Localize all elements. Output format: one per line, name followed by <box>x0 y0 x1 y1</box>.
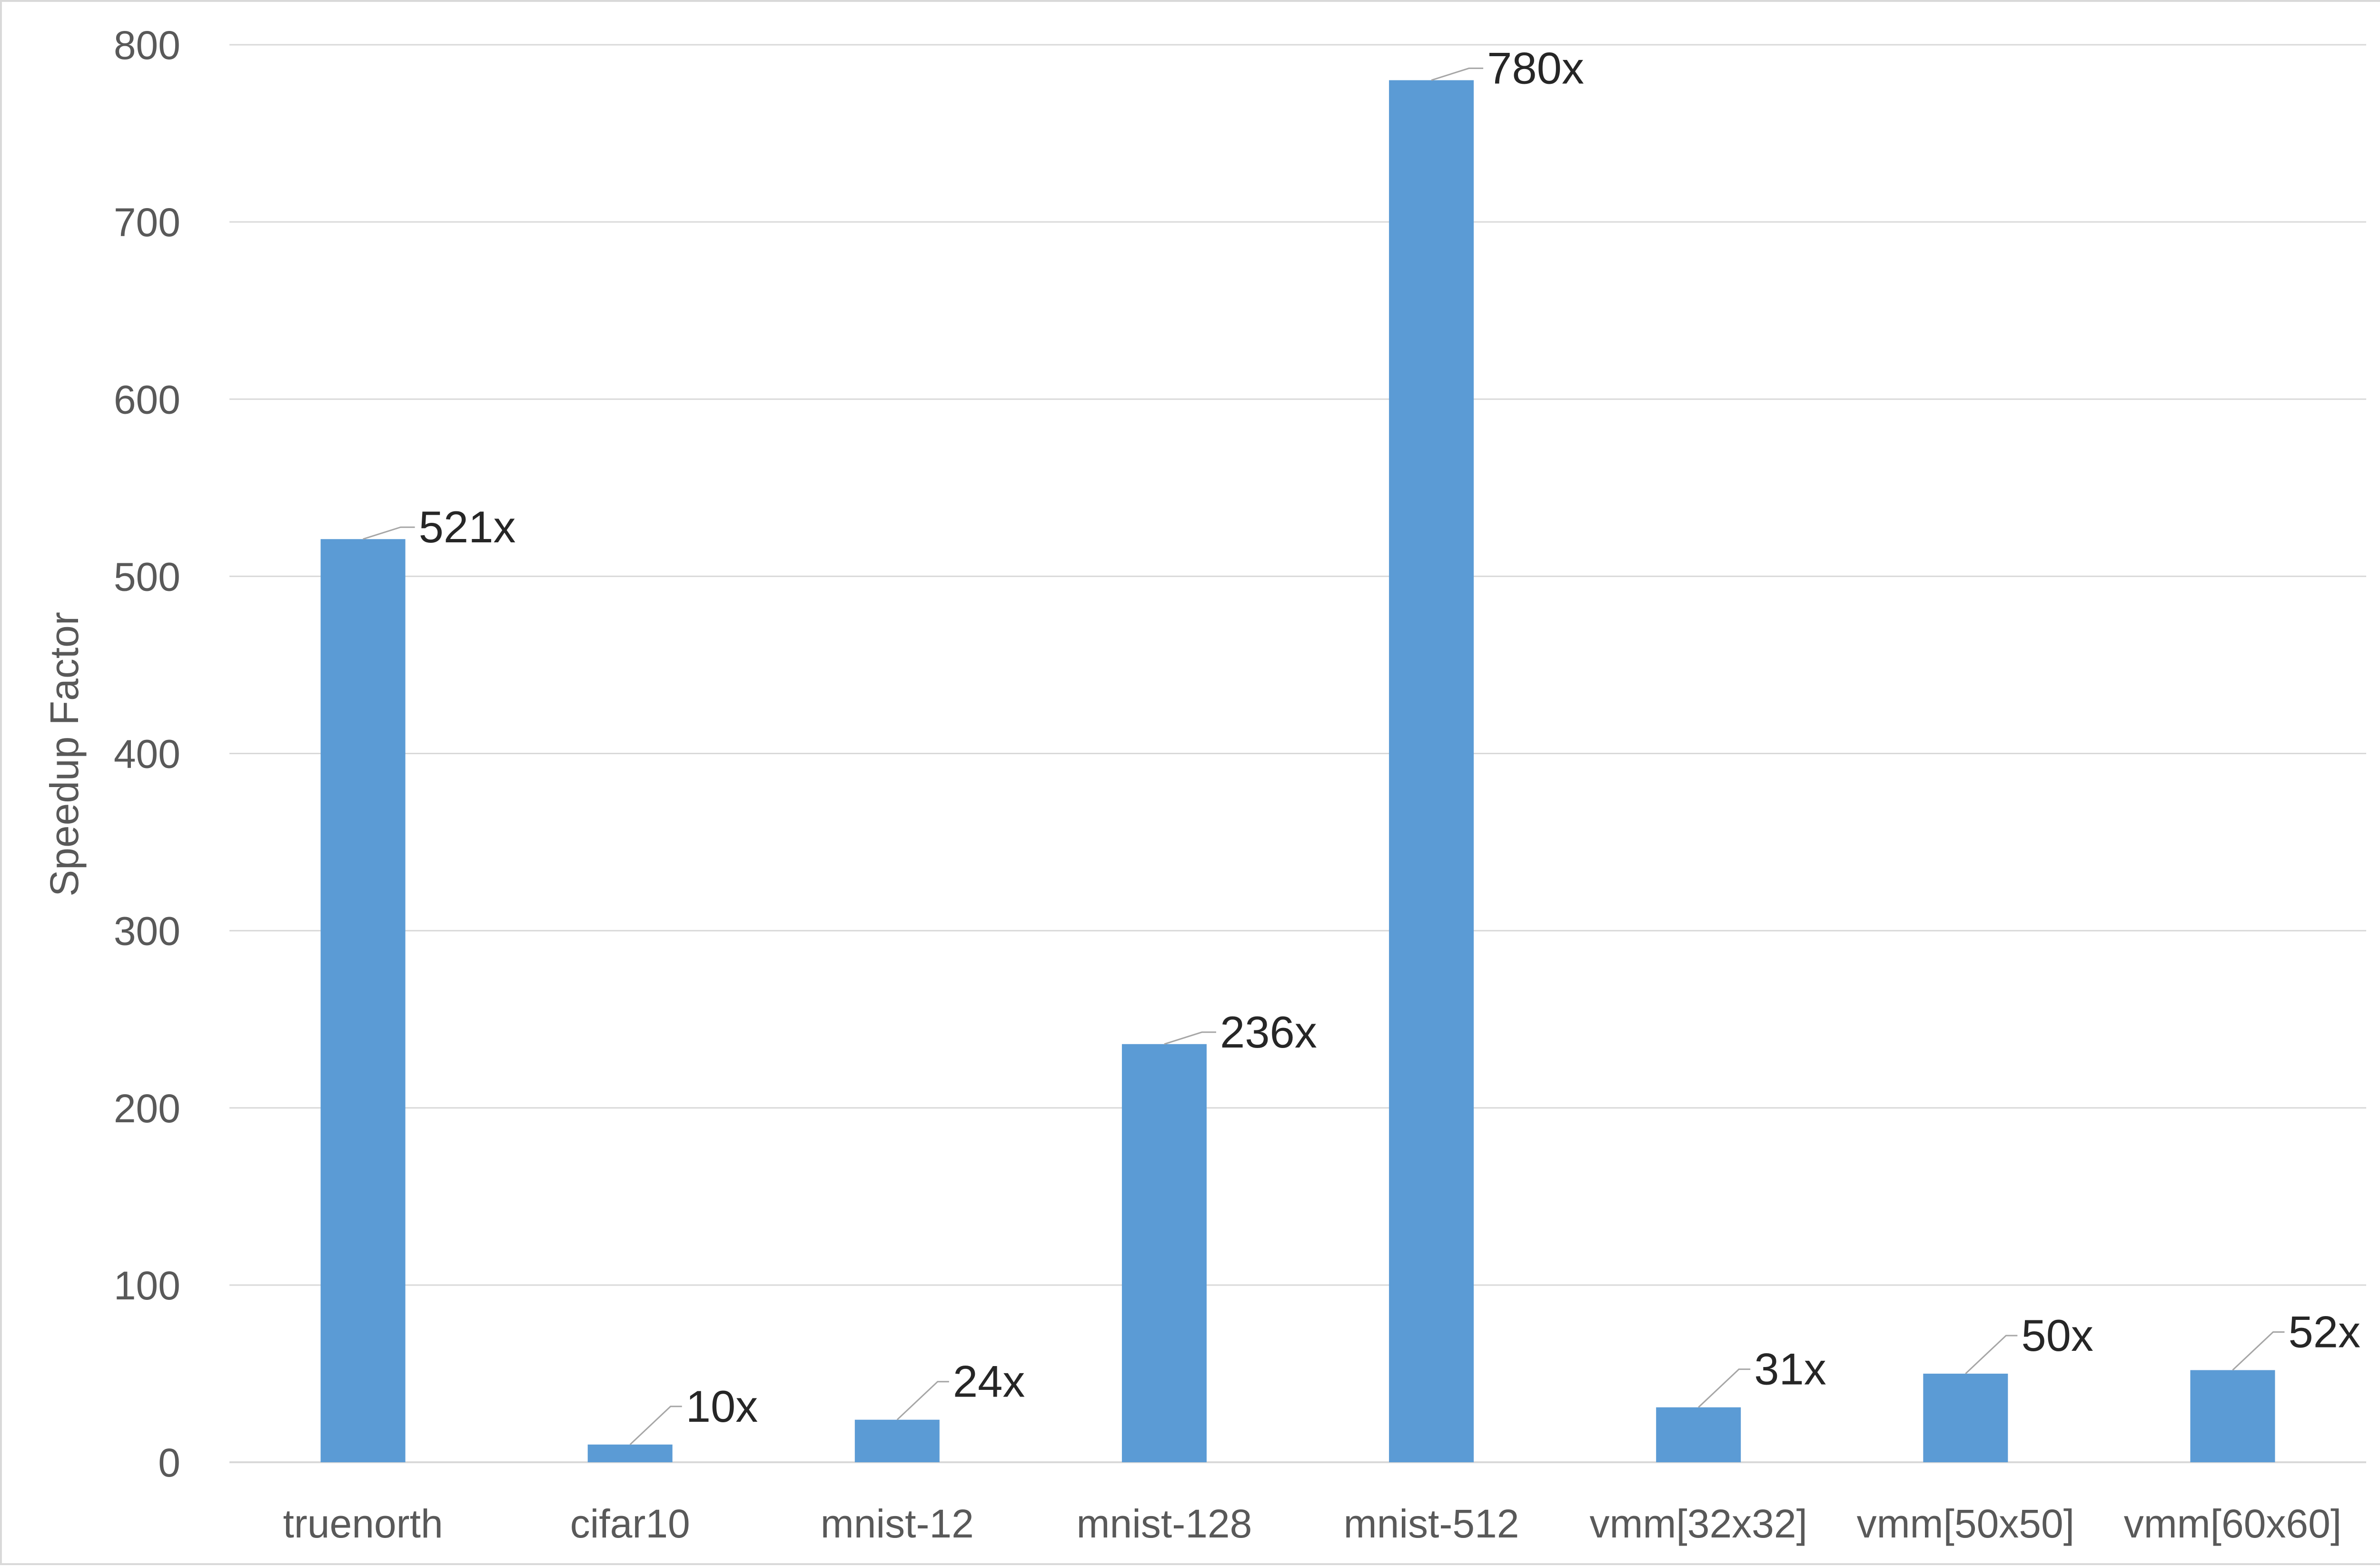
leader-line <box>1431 67 1484 81</box>
data-label-cifar10: 10x <box>686 1381 758 1431</box>
leader-line <box>2232 1331 2285 1371</box>
x-category-label: truenorth <box>283 1501 443 1546</box>
bar-mnist-512 <box>1389 80 1474 1462</box>
bar-vmm[32x32] <box>1656 1407 1741 1462</box>
bar-cifar10 <box>587 1444 673 1462</box>
data-label-vmm[50x50]: 50x <box>2021 1310 2093 1360</box>
leader-line <box>1965 1335 2018 1375</box>
data-label-truenorth: 521x <box>419 502 516 552</box>
bar-vmm[60x60] <box>2190 1370 2275 1462</box>
x-category-label: mnist-128 <box>1077 1501 1252 1546</box>
y-tick-label: 500 <box>114 554 180 599</box>
y-tick-labels: 0 100 200 300 400 500 600 700 800 <box>114 23 180 1485</box>
gridlines <box>229 44 2366 1463</box>
leader-line <box>363 526 415 540</box>
y-tick-label: 200 <box>114 1086 180 1131</box>
leader-line <box>1164 1031 1216 1045</box>
y-tick-label: 800 <box>114 23 180 68</box>
bar-truenorth <box>320 539 406 1462</box>
x-category-label: mnist-512 <box>1344 1501 1519 1546</box>
leader-line <box>629 1406 682 1445</box>
bar-vmm[50x50] <box>1923 1373 2008 1462</box>
leader-lines <box>363 67 2285 1445</box>
data-label-vmm[60x60]: 52x <box>2288 1307 2360 1357</box>
x-category-labels: truenorth cifar10 mnist-12 mnist-128 mnist-5… <box>283 1501 2341 1546</box>
bars <box>320 80 2275 1462</box>
leader-line <box>896 1381 949 1420</box>
data-label-vmm[32x32]: 31x <box>1754 1344 1826 1394</box>
bar-mnist-128 <box>1121 1044 1207 1462</box>
y-axis-title: Speedup Factor <box>42 612 87 897</box>
data-label-mnist-128: 236x <box>1220 1007 1317 1057</box>
y-tick-label: 600 <box>114 377 180 422</box>
y-tick-label: 100 <box>114 1263 180 1308</box>
x-category-label: vmm[60x60] <box>2124 1501 2342 1546</box>
x-category-label: vmm[50x50] <box>1857 1501 2075 1546</box>
x-category-label: cifar10 <box>570 1501 690 1546</box>
x-category-label: vmm[32x32] <box>1589 1501 1807 1546</box>
y-tick-label: 300 <box>114 909 180 954</box>
data-labels: 521x 10x 24x 236x 780x 31x 50x 52x <box>419 43 2360 1431</box>
data-label-mnist-12: 24x <box>953 1357 1025 1407</box>
y-tick-label: 700 <box>114 200 180 245</box>
data-label-mnist-512: 780x <box>1487 43 1584 93</box>
x-category-label: mnist-12 <box>821 1501 974 1546</box>
y-tick-label: 400 <box>114 732 180 777</box>
y-tick-label: 0 <box>158 1440 180 1485</box>
leader-line <box>1698 1368 1751 1408</box>
bar-mnist-12 <box>854 1419 940 1462</box>
